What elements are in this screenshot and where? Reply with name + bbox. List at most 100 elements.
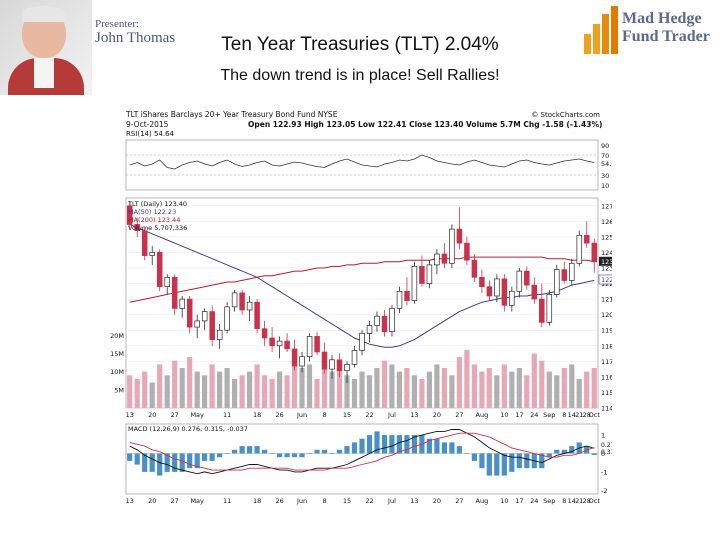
macd-histogram-bar [434, 438, 440, 454]
candle-body [291, 348, 298, 367]
price-tick-label: 115 [601, 389, 612, 397]
x-tick-label: 18 [253, 411, 261, 419]
macd-histogram-bar [179, 453, 185, 472]
volume-bar [374, 368, 380, 408]
volume-bar [247, 371, 253, 408]
macd-x-tick-label: 11 [223, 497, 231, 505]
macd-x-tick-label: 28 [583, 497, 591, 505]
x-tick-label: 27 [171, 411, 179, 419]
candle-body [231, 292, 238, 308]
x-tick-label: 27 [455, 411, 463, 419]
candle-body [366, 325, 373, 334]
macd-histogram-bar [329, 453, 335, 454]
volume-bar [419, 378, 425, 408]
macd-histogram-bar [516, 453, 522, 469]
x-tick-label: 21 [575, 411, 583, 419]
volume-tick-label: 20M [110, 332, 124, 340]
macd-histogram-bar [291, 453, 298, 458]
chart-source: © StockCharts.com [531, 111, 600, 119]
candle-body [126, 205, 133, 225]
volume-bar [277, 371, 283, 408]
volume-bar [232, 378, 238, 408]
volume-bar [306, 364, 313, 408]
x-tick-label: 28 [583, 411, 591, 419]
stock-chart-svg: TLT iShares Barclays 20+ Year Treasury B… [108, 108, 624, 512]
volume-bar [336, 368, 343, 408]
macd-histogram-bar [262, 449, 268, 454]
volume-bar [576, 378, 582, 408]
candle-body [351, 350, 358, 365]
macd-histogram-bar [232, 449, 238, 454]
photo-hair [22, 6, 66, 22]
volume-bar [239, 375, 245, 408]
volume-bar [404, 368, 410, 408]
x-tick-label: 11 [223, 411, 231, 419]
volume-bar [509, 371, 515, 408]
price-tick-label: 126 [601, 218, 612, 226]
macd-x-tick-label: 13 [126, 497, 134, 505]
candle-body [276, 340, 283, 347]
candle-body [164, 276, 170, 287]
volume-bar [456, 357, 462, 408]
macd-histogram-bar [464, 453, 470, 454]
x-tick-label: 10 [500, 411, 508, 419]
macd-tick-label: 1 [601, 432, 605, 440]
volume-bar [524, 375, 530, 408]
price-legend-entry: MA(50) 122.23 [128, 208, 176, 216]
candle-body [306, 336, 313, 357]
volume-bar [381, 360, 388, 408]
macd-tick-label: -2 [601, 487, 607, 495]
macd-histogram-bar [314, 449, 320, 454]
macd-histogram-bar [479, 453, 485, 469]
candle-body [576, 234, 583, 264]
candle-body [299, 356, 305, 367]
rsi-line [129, 154, 595, 170]
macd-histogram-bar [554, 449, 560, 454]
macd-x-tick-label: 13 [410, 497, 418, 505]
price-tick-label: 114 [601, 405, 612, 413]
x-tick-label: 13 [410, 411, 418, 419]
macd-histogram-bar [359, 438, 365, 454]
macd-last-label: 0.315 [601, 449, 612, 456]
volume-bar [396, 371, 402, 408]
x-tick-label: 15 [343, 411, 351, 419]
volume-bar [142, 371, 148, 408]
volume-bar [299, 368, 305, 408]
macd-histogram-bar [149, 453, 155, 472]
price-legend-entry: MA(200) 123.44 [128, 216, 180, 224]
macd-last-label: 0.276 [601, 442, 612, 449]
volume-bar [209, 364, 215, 408]
macd-histogram-bar [284, 453, 290, 458]
x-tick-label: Jun [296, 411, 307, 419]
price-tick-label: 123 [601, 265, 612, 273]
price-legend-entry: TLT (Daily) 123.40 [127, 200, 187, 208]
candle-body [171, 276, 178, 309]
candle-body [494, 278, 500, 297]
page-title: Ten Year Treasuries (TLT) 2.04% [221, 34, 499, 55]
volume-bar [561, 368, 567, 408]
candle-body [501, 278, 508, 306]
chart-ohlc-line: Open 122.93 High 123.05 Low 122.41 Close… [248, 120, 602, 129]
macd-x-tick-label: 10 [500, 497, 508, 505]
rsi-tick-label: 10 [601, 182, 609, 190]
x-tick-label: 20 [148, 411, 156, 419]
macd-histogram-bar [539, 453, 545, 469]
rsi-panel [125, 139, 599, 191]
macd-tick-label: -1 [601, 468, 607, 476]
x-tick-label: 24 [530, 411, 538, 419]
volume-bar [449, 375, 455, 408]
macd-histogram-bar [344, 446, 350, 454]
price-tick-label: 116 [601, 373, 612, 381]
candle-body [179, 298, 185, 309]
ma-value-label: 122.23 [601, 276, 612, 284]
macd-histogram-bar [187, 453, 193, 469]
photo-collar [34, 58, 54, 88]
volume-bar [569, 364, 575, 408]
rsi-tick-label: 30 [601, 172, 609, 180]
logo-bars-icon [584, 6, 618, 54]
presenter-photo [0, 0, 92, 95]
macd-histogram-bar [217, 453, 223, 458]
price-legend-entry: Volume 5,707,336 [128, 224, 187, 232]
candle-body [216, 329, 223, 340]
rsi-last-label: 54.64 [601, 160, 612, 168]
